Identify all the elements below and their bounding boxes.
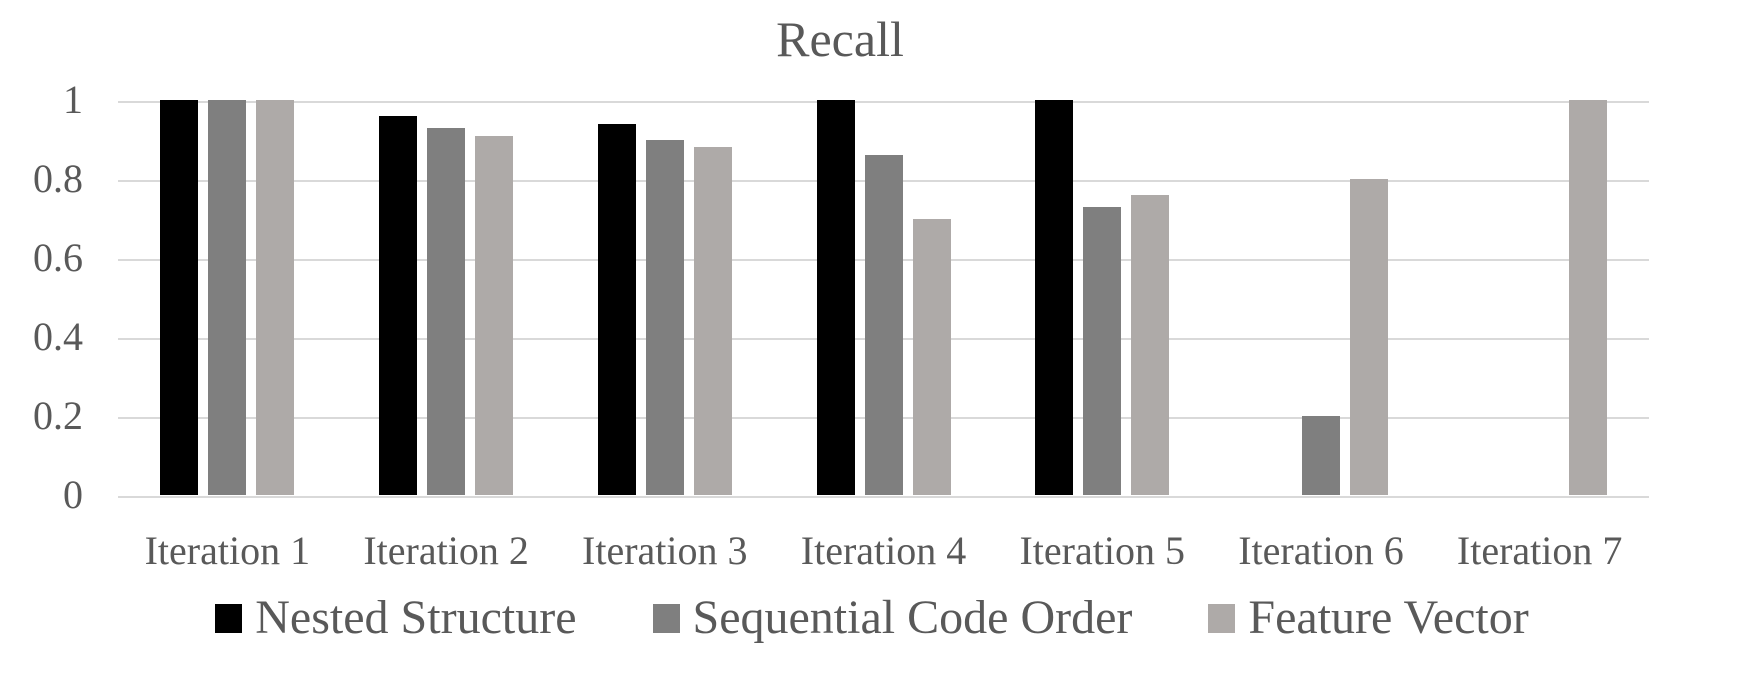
x-label-iteration-3: Iteration 3 [582, 528, 748, 573]
y-tick-label-0-6: 0.6 [33, 235, 83, 280]
legend-label-sequential-code-order: Sequential Code Order [692, 591, 1133, 644]
bar-group-iteration-7 [1430, 100, 1649, 495]
x-label-iteration-4: Iteration 4 [800, 528, 967, 573]
bar-sequential-code-order-iteration-1 [208, 100, 247, 495]
bars-layer [118, 100, 1649, 495]
bar-feature-vector-iteration-4 [912, 218, 951, 495]
bar-nested-structure-iteration-5 [1035, 100, 1074, 495]
y-tick-label-1: 1 [63, 77, 83, 122]
bar-sequential-code-order-iteration-3 [645, 139, 684, 495]
x-label-iteration-2: Iteration 2 [363, 528, 529, 573]
bar-group-iteration-5 [993, 100, 1212, 495]
bar-sequential-code-order-iteration-2 [427, 127, 466, 495]
bar-feature-vector-iteration-2 [475, 135, 514, 495]
bar-nested-structure-iteration-3 [597, 123, 636, 495]
bar-sequential-code-order-iteration-6 [1301, 416, 1340, 495]
chart-legend: Nested Structure Sequential Code Order Fea… [0, 594, 1744, 642]
legend-label-feature-vector: Feature Vector [1248, 591, 1529, 644]
bar-sequential-code-order-iteration-4 [864, 155, 903, 495]
bar-group-iteration-2 [337, 100, 556, 495]
bar-nested-structure-iteration-4 [816, 100, 855, 495]
legend-label-nested-structure: Nested Structure [255, 591, 577, 644]
x-label-iteration-5: Iteration 5 [1019, 528, 1185, 573]
legend-marker-feature-vector [1208, 603, 1236, 633]
gridline-0 [118, 496, 1649, 498]
bar-group-iteration-4 [774, 100, 993, 495]
bar-feature-vector-iteration-5 [1131, 194, 1170, 495]
x-label-iteration-1: Iteration 1 [144, 528, 311, 573]
bar-feature-vector-iteration-6 [1349, 179, 1388, 495]
legend-marker-nested-structure [215, 603, 243, 633]
bar-group-iteration-3 [555, 100, 774, 495]
x-label-iteration-7: Iteration 7 [1456, 528, 1623, 573]
plot-area: 0 0.2 0.4 0.6 0.8 1 [33, 80, 1649, 515]
legend-item-nested-structure: Nested Structure [215, 591, 577, 644]
bar-group-iteration-1 [118, 100, 337, 495]
bar-feature-vector-iteration-7 [1568, 100, 1607, 495]
y-tick-label-0-8: 0.8 [33, 156, 83, 201]
legend-item-sequential-code-order: Sequential Code Order [652, 591, 1133, 644]
bar-nested-structure-iteration-1 [160, 100, 199, 495]
bar-group-iteration-6 [1212, 100, 1431, 495]
y-tick-label-0-4: 0.4 [33, 314, 83, 359]
bar-feature-vector-iteration-3 [693, 147, 732, 495]
gridline-1 [118, 101, 1649, 103]
legend-marker-sequential-code-order [652, 603, 680, 633]
x-label-iteration-6: Iteration 6 [1238, 528, 1404, 573]
x-axis-category-labels: Iteration 1 Iteration 2 Iteration 3 Iterati… [118, 528, 1649, 574]
bar-sequential-code-order-iteration-5 [1083, 206, 1122, 495]
y-tick-label-0-2: 0.2 [33, 393, 83, 438]
chart-title: Recall [776, 11, 904, 67]
bar-feature-vector-iteration-1 [256, 100, 295, 495]
bar-nested-structure-iteration-2 [379, 115, 418, 495]
y-tick-label-0: 0 [63, 472, 83, 517]
legend-item-feature-vector: Feature Vector [1208, 591, 1529, 644]
